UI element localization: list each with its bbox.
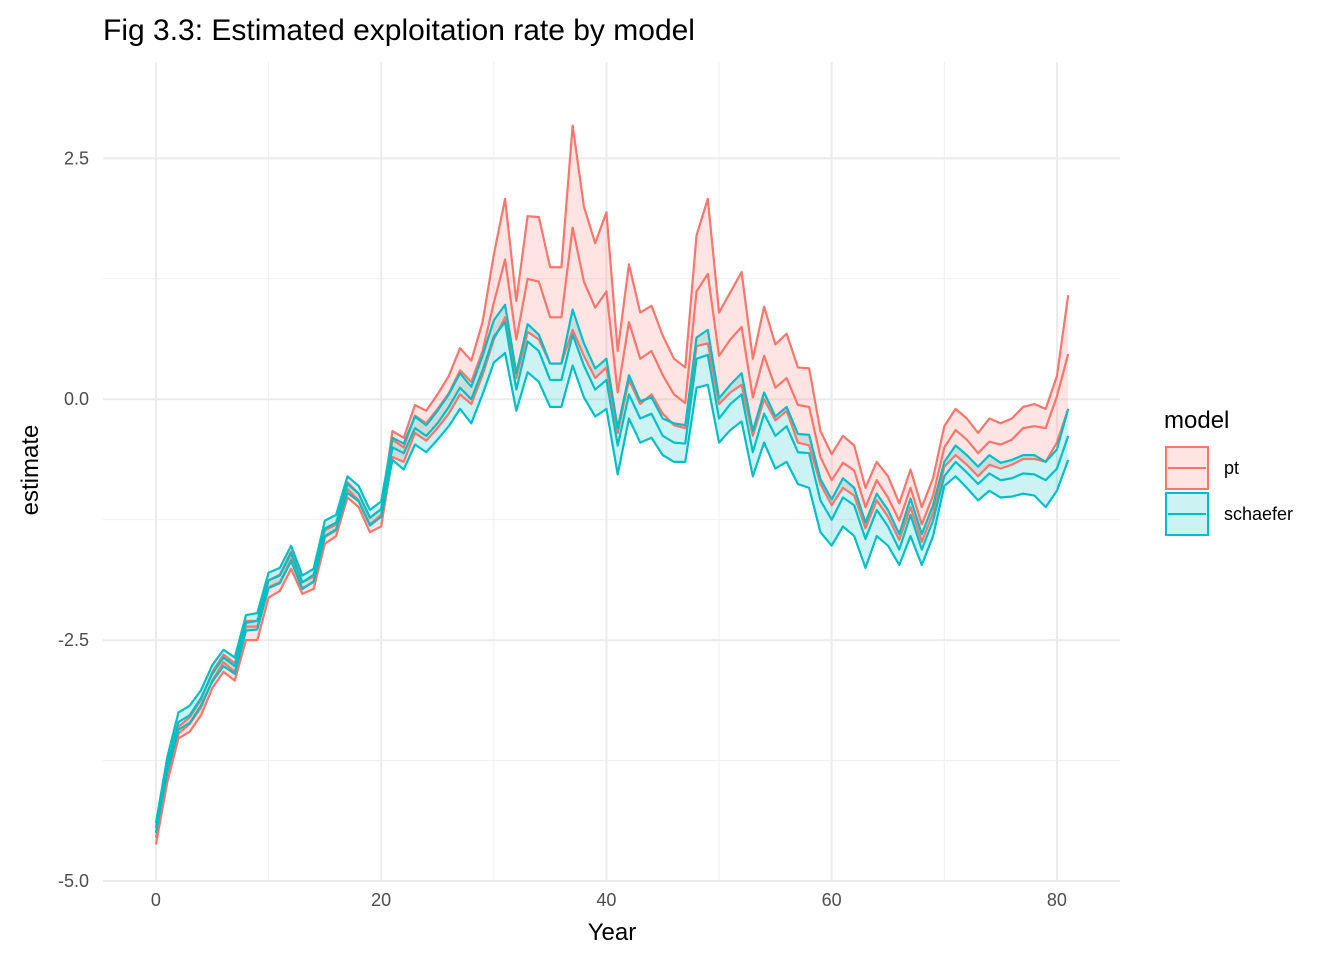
y-tick-label: -5.0 <box>58 871 89 891</box>
x-axis-title: Year <box>588 919 637 946</box>
y-tick-label: 0.0 <box>64 389 89 409</box>
line-pt-upper <box>154 124 1070 834</box>
x-tick-label: 60 <box>822 890 842 910</box>
chart-title: Fig 3.3: Estimated exploitation rate by … <box>103 14 695 47</box>
line-schaefer-lower <box>154 351 1070 834</box>
tick-layer: 0 20 40 60 80 -5.0 -2.5 0.0 2.5 <box>58 148 1067 910</box>
legend-title: model <box>1164 407 1229 434</box>
legend-label-schaefer: schaefer <box>1224 504 1293 524</box>
x-tick-label: 0 <box>151 890 161 910</box>
y-tick-label: 2.5 <box>64 148 89 168</box>
ribbon-pt <box>155 125 1069 845</box>
x-tick-label: 80 <box>1047 890 1067 910</box>
line-layer <box>154 124 1070 845</box>
legend-label-pt: pt <box>1224 458 1239 478</box>
x-tick-label: 20 <box>371 890 391 910</box>
grid-layer <box>103 62 1120 882</box>
line-schaefer-upper <box>154 303 1070 824</box>
y-axis-title: estimate <box>17 425 44 516</box>
legend-items: pt schaefer <box>1165 446 1293 536</box>
line-schaefer-mid <box>154 321 1070 829</box>
x-tick-label: 40 <box>596 890 616 910</box>
legend: model pt schaefer <box>1164 407 1293 536</box>
y-tick-label: -2.5 <box>58 630 89 650</box>
